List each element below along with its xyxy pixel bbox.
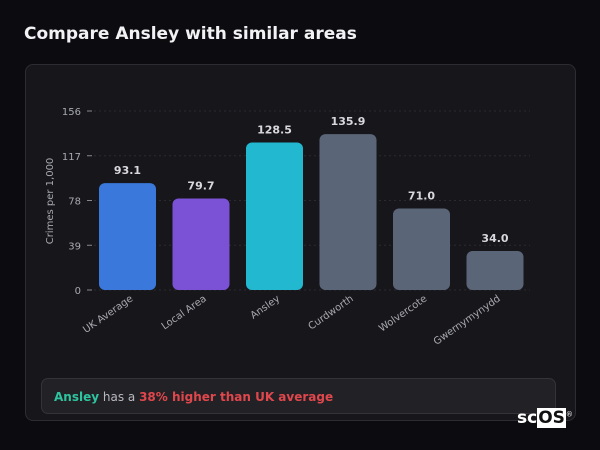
bar-wolvercote [393, 208, 450, 290]
y-tick-label: 0 [75, 286, 81, 297]
bar-gwernymynydd [466, 250, 524, 290]
data-label: 93.1 [114, 164, 141, 177]
comparison-value: 38% higher than UK average [139, 390, 334, 404]
data-label: 71.0 [408, 190, 435, 203]
summary-text: has a [99, 390, 140, 404]
data-label: 34.0 [481, 232, 508, 245]
area-name: Ansley [54, 390, 100, 404]
x-tick-label: Curdworth [307, 293, 356, 332]
x-tick-label: Gwernymynydd [432, 293, 503, 347]
x-tick-label: Local Area [160, 293, 209, 332]
bar-curdworth [319, 134, 377, 290]
y-tick-label: 78 [68, 197, 81, 208]
data-label: 128.5 [257, 124, 292, 137]
y-tick-label: 39 [68, 241, 81, 252]
x-tick-label: UK Average [81, 293, 135, 335]
x-tick-label: Ansley [249, 293, 283, 321]
comparison-summary: Ansley has a 38% higher than UK average [41, 378, 556, 414]
y-tick-label: 156 [62, 107, 81, 118]
x-tick-label: Wolvercote [377, 293, 429, 334]
y-tick-label: 117 [62, 152, 81, 163]
bar-ansley [246, 142, 303, 290]
page-title: Compare Ansley with similar areas [24, 24, 357, 44]
bar-local-area [172, 198, 230, 290]
data-label: 79.7 [187, 180, 214, 193]
bar-uk-average [99, 183, 156, 290]
scos-logo: scOS® [517, 408, 573, 428]
y-axis-label: Crimes per 1,000 [45, 158, 56, 245]
data-label: 135.9 [331, 115, 366, 128]
